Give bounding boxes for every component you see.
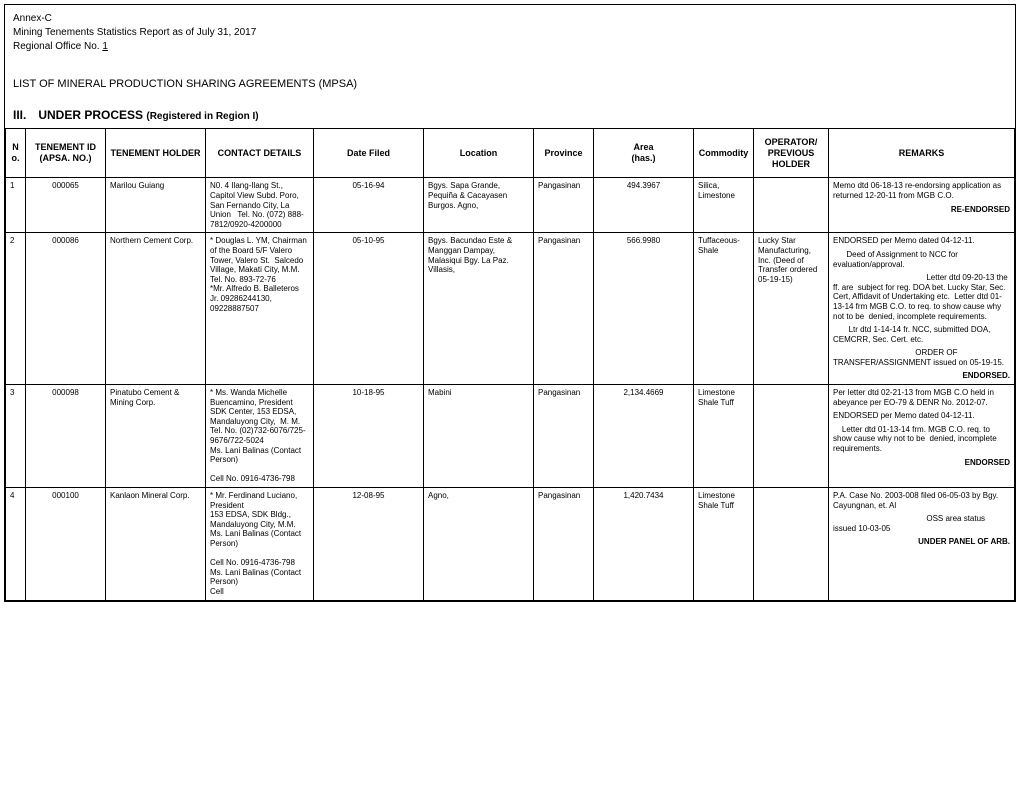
- table-row: 4000100Kanlaon Mineral Corp.* Mr. Ferdin…: [6, 488, 1015, 601]
- col-tenement-id: TENEMENT ID (APSA. NO.): [26, 129, 106, 178]
- remarks-cell: Per letter dtd 02-21-13 from MGB C.O hel…: [829, 385, 1015, 488]
- cell: Pangasinan: [534, 233, 594, 385]
- list-title: LIST OF MINERAL PRODUCTION SHARING AGREE…: [5, 78, 1015, 90]
- cell: [754, 488, 829, 601]
- report-title: Mining Tenements Statistics Report as of…: [13, 26, 1007, 39]
- cell: Northern Cement Corp.: [106, 233, 206, 385]
- remarks-status: RE-ENDORSED: [833, 205, 1010, 215]
- col-location: Location: [424, 129, 534, 178]
- cell: 2: [6, 233, 26, 385]
- col-province: Province: [534, 129, 594, 178]
- cell: Marilou Guiang: [106, 178, 206, 233]
- remarks-paragraph: ENDORSED per Memo dated 04-12-11.: [833, 411, 1010, 421]
- section-title: III. UNDER PROCESS (Registered in Region…: [5, 108, 1015, 122]
- cell: * Douglas L. YM, Chairman of the Board 5…: [206, 233, 314, 385]
- col-holder: TENEMENT HOLDER: [106, 129, 206, 178]
- cell: * Ms. Wanda Michelle Buencamino, Preside…: [206, 385, 314, 488]
- header-block: Annex-C Mining Tenements Statistics Repo…: [5, 5, 1015, 60]
- spacer: [5, 94, 1015, 108]
- col-remarks: REMARKS: [829, 129, 1015, 178]
- cell: Tuffaceous- Shale: [694, 233, 754, 385]
- region-number: 1: [102, 41, 108, 52]
- cell: Mabini: [424, 385, 534, 488]
- table-row: 3000098Pinatubo Cement & Mining Corp.* M…: [6, 385, 1015, 488]
- cell: N0. 4 Ilang-Ilang St., Capitol View Subd…: [206, 178, 314, 233]
- cell: Kanlaon Mineral Corp.: [106, 488, 206, 601]
- col-commodity: Commodity: [694, 129, 754, 178]
- remarks-status: ENDORSED: [833, 458, 1010, 468]
- col-date: Date Filed: [314, 129, 424, 178]
- cell: 2,134.4669: [594, 385, 694, 488]
- cell: Lucky Star Manufacturing, Inc. (Deed of …: [754, 233, 829, 385]
- cell: 000098: [26, 385, 106, 488]
- cell: [754, 178, 829, 233]
- remarks-paragraph: P.A. Case No. 2003-008 filed 06-05-03 by…: [833, 491, 1010, 510]
- col-contact: CONTACT DETAILS: [206, 129, 314, 178]
- cell: 05-10-95: [314, 233, 424, 385]
- cell: Bgys. Sapa Grande, Pequiña & Cacayasen B…: [424, 178, 534, 233]
- cell: Limestone Shale Tuff: [694, 385, 754, 488]
- cell: 566.9980: [594, 233, 694, 385]
- remarks-paragraph: Letter dtd 09-20-13 the ff. are subject …: [833, 273, 1010, 321]
- cell: 1: [6, 178, 26, 233]
- cell: Pangasinan: [534, 488, 594, 601]
- remarks-paragraph: Per letter dtd 02-21-13 from MGB C.O hel…: [833, 388, 1010, 407]
- cell: Agno,: [424, 488, 534, 601]
- cell: 494.3967: [594, 178, 694, 233]
- remarks-paragraph: ENDORSED per Memo dated 04-12-11.: [833, 236, 1010, 246]
- cell: 000086: [26, 233, 106, 385]
- section-main: III. UNDER PROCESS: [13, 108, 143, 122]
- cell: Limestone Shale Tuff: [694, 488, 754, 601]
- cell: Pinatubo Cement & Mining Corp.: [106, 385, 206, 488]
- remarks-status: UNDER PANEL OF ARB.: [833, 537, 1010, 547]
- cell: 000100: [26, 488, 106, 601]
- table-row: 2000086Northern Cement Corp.* Douglas L.…: [6, 233, 1015, 385]
- remarks-status: ENDORSED.: [833, 371, 1010, 381]
- remarks-paragraph: Ltr dtd 1-14-14 fr. NCC, submitted DOA, …: [833, 325, 1010, 344]
- remarks-paragraph: Deed of Assignment to NCC for evaluation…: [833, 250, 1010, 269]
- remarks-paragraph: OSS area status issued 10-03-05: [833, 514, 1010, 533]
- remarks-paragraph: ORDER OF TRANSFER/ASSIGNMENT issued on 0…: [833, 348, 1010, 367]
- cell: 000065: [26, 178, 106, 233]
- remarks-paragraph: Memo dtd 06-18-13 re-endorsing applicati…: [833, 181, 1010, 200]
- cell: Pangasinan: [534, 385, 594, 488]
- cell: 3: [6, 385, 26, 488]
- section-sub: (Registered in Region I): [146, 111, 258, 122]
- cell: 1,420.7434: [594, 488, 694, 601]
- remarks-cell: P.A. Case No. 2003-008 filed 06-05-03 by…: [829, 488, 1015, 601]
- spacer: [5, 60, 1015, 74]
- cell: Bgys. Bacundao Este & Manggan Dampay, Ma…: [424, 233, 534, 385]
- cell: 05-16-94: [314, 178, 424, 233]
- table-body: 1000065Marilou GuiangN0. 4 Ilang-Ilang S…: [6, 178, 1015, 600]
- region-label: Regional Office No.: [13, 41, 100, 52]
- cell: 10-18-95: [314, 385, 424, 488]
- cell: [754, 385, 829, 488]
- page-container: Annex-C Mining Tenements Statistics Repo…: [4, 4, 1016, 602]
- col-no: No.: [6, 129, 26, 178]
- mpsa-table: No. TENEMENT ID (APSA. NO.) TENEMENT HOL…: [5, 128, 1015, 601]
- cell: Pangasinan: [534, 178, 594, 233]
- col-area: Area (has.): [594, 129, 694, 178]
- cell: Silica, Limestone: [694, 178, 754, 233]
- cell: 4: [6, 488, 26, 601]
- table-row: 1000065Marilou GuiangN0. 4 Ilang-Ilang S…: [6, 178, 1015, 233]
- remarks-paragraph: Letter dtd 01-13-14 frm. MGB C.O. req. t…: [833, 425, 1010, 454]
- table-head: No. TENEMENT ID (APSA. NO.) TENEMENT HOL…: [6, 129, 1015, 178]
- annex-label: Annex-C: [13, 12, 1007, 25]
- region-line: Regional Office No. 1: [13, 40, 1007, 53]
- cell: * Mr. Ferdinand Luciano, President 153 E…: [206, 488, 314, 601]
- remarks-cell: Memo dtd 06-18-13 re-endorsing applicati…: [829, 178, 1015, 233]
- remarks-cell: ENDORSED per Memo dated 04-12-11. Deed o…: [829, 233, 1015, 385]
- col-operator: OPERATOR/ PREVIOUS HOLDER: [754, 129, 829, 178]
